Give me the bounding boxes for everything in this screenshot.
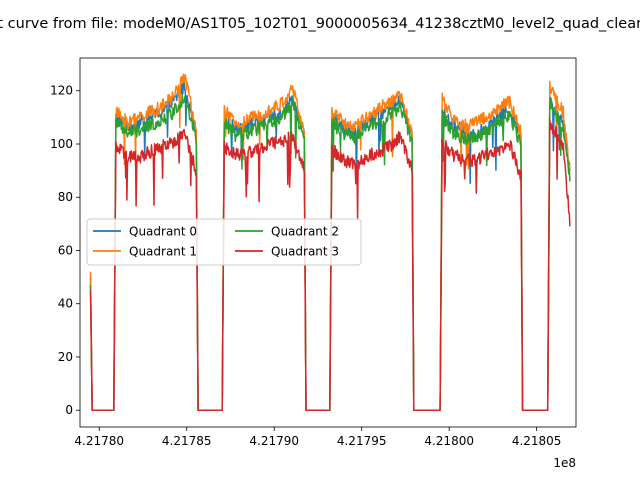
legend-label: Quadrant 2 bbox=[271, 225, 339, 239]
y-tick-label: 60 bbox=[58, 243, 73, 257]
legend-label: Quadrant 0 bbox=[129, 225, 197, 239]
y-tick-label: 20 bbox=[58, 350, 73, 364]
legend-box bbox=[86, 218, 362, 266]
series-line-quadrant-3 bbox=[89, 118, 571, 411]
x-tick-label: 4.21790 bbox=[249, 434, 299, 448]
x-axis: 4.21780 4.21785 4.21790 4.21795 4.21800 4.218… bbox=[74, 427, 561, 448]
x-tick-label: 4.21795 bbox=[337, 434, 387, 448]
legend: Quadrant 0 Quadrant 1 Quadrant 2 Quadrant 3 bbox=[86, 218, 362, 266]
series-line-quadrant-2 bbox=[89, 94, 571, 411]
y-tick-label: 120 bbox=[50, 84, 73, 98]
y-tick-label: 80 bbox=[58, 190, 73, 204]
legend-label: Quadrant 1 bbox=[129, 245, 197, 259]
series-line-quadrant-1 bbox=[89, 73, 571, 411]
plot-area bbox=[89, 73, 571, 411]
y-tick-label: 100 bbox=[50, 137, 73, 151]
x-tick-label: 4.21805 bbox=[512, 434, 562, 448]
x-tick-label: 4.21785 bbox=[162, 434, 212, 448]
chart-title: Light curve from file: modeM0/AS1T05_102… bbox=[0, 16, 640, 32]
x-offset-label: 1e8 bbox=[553, 456, 576, 470]
x-tick-label: 4.21800 bbox=[424, 434, 474, 448]
y-tick-label: 40 bbox=[58, 297, 73, 311]
legend-label: Quadrant 3 bbox=[271, 245, 339, 259]
y-axis: 0 20 40 60 80 100 120 bbox=[50, 84, 80, 417]
x-tick-label: 4.21780 bbox=[74, 434, 124, 448]
y-tick-label: 0 bbox=[65, 403, 73, 417]
axes-frame bbox=[79, 57, 577, 428]
